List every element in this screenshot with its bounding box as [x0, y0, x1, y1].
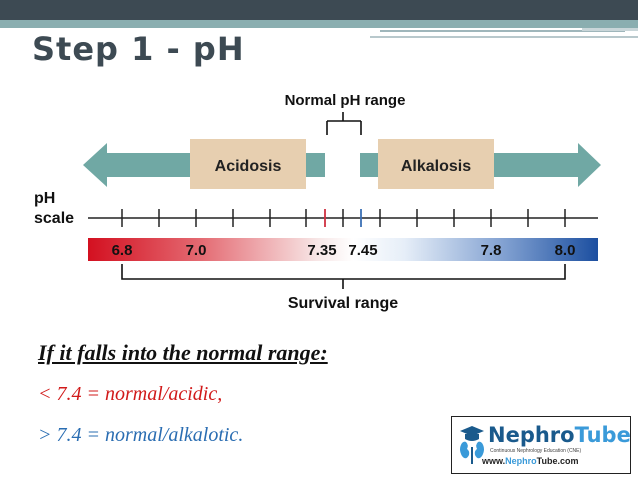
survival-range-label: Survival range — [288, 295, 398, 312]
scale-value-7-35: 7.35 — [307, 242, 336, 259]
rule-alkalotic: > 7.4 = normal/alkalotic. — [38, 424, 244, 446]
ph-gradient-bar — [88, 238, 598, 261]
alkalosis-box — [378, 139, 494, 189]
logo-brand-nephro: Nephro — [488, 423, 575, 447]
logo-url-nephro: Nephro — [505, 456, 537, 466]
scale-value-7-8: 7.8 — [481, 242, 502, 259]
normal-range-label: Normal pH range — [285, 92, 406, 109]
scale-value-6-8: 6.8 — [112, 242, 133, 259]
header-accent-line — [380, 30, 625, 32]
header-accent-line — [370, 36, 638, 38]
acidosis-box — [190, 139, 306, 189]
scale-value-8-0: 8.0 — [555, 242, 576, 259]
rule-acidic: < 7.4 = normal/acidic, — [38, 383, 223, 405]
header-band — [0, 0, 638, 20]
scale-value-7-0: 7.0 — [186, 242, 207, 259]
alkalosis-label: Alkalosis — [401, 158, 471, 175]
logo-url-suffix: Tube.com — [536, 456, 579, 466]
header-accent-line — [582, 28, 638, 31]
survival-range-bracket — [121, 264, 566, 289]
header-accent-band — [0, 20, 638, 28]
logo-url-prefix: www. — [482, 456, 506, 466]
rule-heading: If it falls into the normal range: — [38, 340, 328, 365]
scale-ticks — [121, 209, 566, 227]
logo-brand: NephroTube — [488, 423, 631, 447]
ph-scale-label: pH scale — [34, 190, 74, 227]
ph-label-line1: pH — [34, 190, 55, 207]
normal-range-bracket — [326, 112, 362, 135]
logo-brand-tube: Tube — [574, 423, 631, 447]
nephrotube-logo: NephroTube Continuous Nephrology Educati… — [451, 416, 631, 474]
scale-value-7-45: 7.45 — [348, 242, 377, 259]
acidosis-label: Acidosis — [215, 158, 282, 175]
ph-scale-diagram: Normal pH range Acidosis Alkalosis pH sc… — [34, 92, 601, 312]
kidney-logo-icon — [460, 426, 484, 464]
slide-title: Step 1 - pH — [32, 30, 245, 68]
logo-tagline: Continuous Nephrology Education (CNE) — [490, 448, 582, 454]
logo-url: www.NephroTube.com — [482, 456, 579, 466]
ph-label-line2: scale — [34, 210, 74, 227]
